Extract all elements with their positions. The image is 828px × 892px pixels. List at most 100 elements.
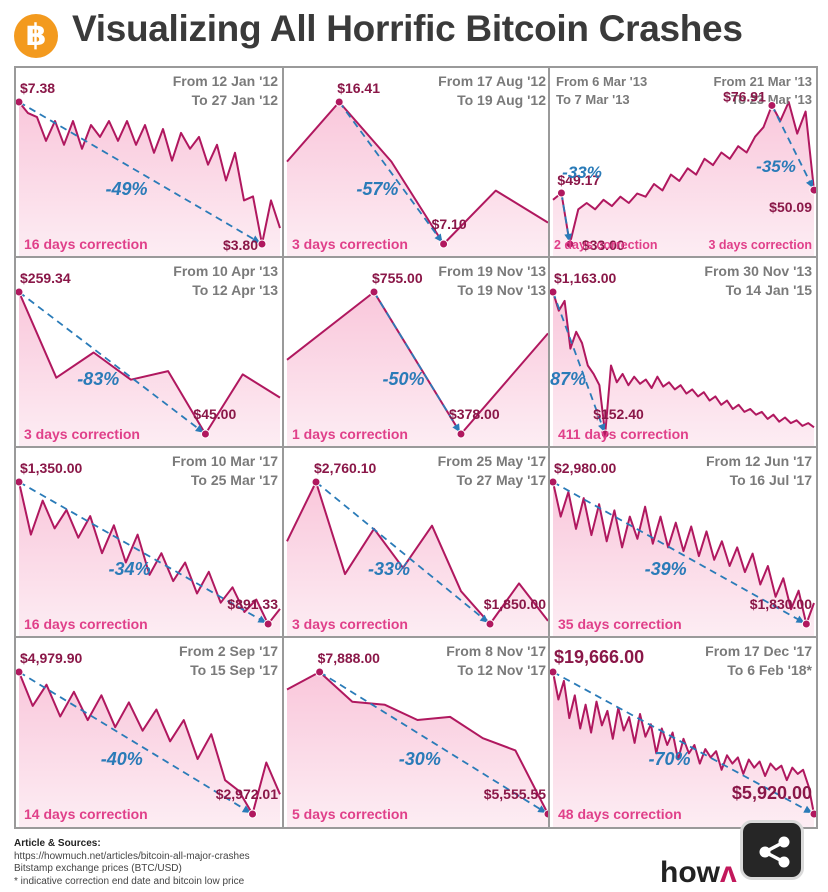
high-point: [767, 100, 777, 110]
low-point: [801, 619, 811, 629]
high-label: $755.00: [372, 270, 423, 286]
date-to: To 15 Sep '17: [190, 662, 278, 678]
crash-chart: From 17 Aug '12 To 19 Aug '12 $16.41 $7.10 -…: [286, 73, 549, 257]
crash-panel: From 2 Sep '17 To 15 Sep '17 $4,979.90 $2,9…: [14, 636, 284, 829]
correction-label: 3 days correction: [292, 616, 408, 632]
high-label: $4,979.90: [20, 650, 82, 666]
share-icon: [759, 836, 790, 868]
crash-chart: From 6 Mar '13 To 7 Mar '13 From 21 Mar '1…: [552, 74, 816, 257]
price-line: [552, 481, 815, 625]
high-point: [16, 97, 24, 107]
brand-logo: howʌ: [660, 856, 737, 890]
crash-chart: From 30 Nov '13 To 14 Jan '15 $1,163.00 $15…: [550, 263, 815, 447]
high-point: [369, 287, 379, 297]
crash-panel: From 12 Jan '12 To 27 Jan '12 $7.38 $3.80 -4…: [14, 66, 284, 259]
low-point: [439, 239, 449, 249]
date-to: To 12 Nov '17: [457, 662, 546, 678]
crash-grid: From 12 Jan '12 To 27 Jan '12 $7.38 $3.80 -4…: [14, 66, 818, 834]
change-label: -30%: [399, 749, 441, 769]
crash-chart: From 17 Dec '17 To 6 Feb '18* $19,666.00 $5…: [550, 643, 816, 827]
crash-panel: From 25 May '17 To 27 May '17 $2,760.10 $1,…: [282, 446, 552, 639]
correction-label: 16 days correction: [24, 236, 148, 252]
high-point: [315, 667, 325, 677]
change-label: -33%: [562, 163, 602, 182]
high-point: [556, 188, 566, 198]
date-to: To 7 Mar '13: [556, 92, 630, 107]
crash-panel: From 17 Dec '17 To 6 Feb '18* $19,666.00 $5…: [548, 636, 818, 829]
drop-arrow: [315, 481, 485, 620]
price-line: [552, 671, 815, 815]
low-label: $5,920.00: [732, 783, 812, 803]
page-title: Visualizing All Horrific Bitcoin Crashes: [72, 8, 743, 49]
date-to: To 16 Jul '17: [730, 472, 813, 488]
crash-panel: From 30 Nov '13 To 14 Jan '15 $1,163.00 $15…: [548, 256, 818, 449]
crash-chart: From 10 Mar '17 To 25 Mar '17 $1,350.00 $89…: [16, 453, 281, 637]
change-label: -39%: [645, 559, 687, 579]
price-area: [287, 102, 548, 257]
footer: Article & Sources: https://howmuch.net/a…: [14, 838, 654, 888]
price-area: [287, 482, 548, 637]
date-from: From 10 Mar '17: [172, 453, 278, 469]
brand-prefix: how: [660, 856, 720, 889]
change-label: -35%: [756, 157, 796, 176]
date-from: From 6 Mar '13: [556, 74, 647, 89]
footer-source-exchange: Bitstamp exchange prices (BTC/USD): [14, 863, 182, 874]
crash-panel: From 6 Mar '13 To 7 Mar '13 From 21 Mar '1…: [548, 66, 818, 259]
drop-arrowhead: [537, 805, 547, 813]
low-label: $1,830.00: [750, 596, 812, 612]
crash-panel: From 8 Nov '17 To 12 Nov '17 $7,888.00 $5,5…: [282, 636, 552, 829]
drop-arrow: [771, 105, 812, 184]
low-label: $1,850.00: [484, 596, 546, 612]
correction-label: 3 days correction: [708, 238, 812, 252]
correction-label: 5 days correction: [292, 806, 408, 822]
change-label: -70%: [648, 749, 690, 769]
change-label: -57%: [356, 179, 398, 199]
bitcoin-logo-icon: ฿: [14, 14, 58, 58]
drop-arrowhead: [257, 615, 267, 624]
high-point: [550, 667, 558, 677]
high-point: [16, 667, 24, 677]
high-label: $1,350.00: [20, 460, 82, 476]
price-line: [18, 291, 281, 435]
low-point: [809, 185, 816, 195]
date-to: To 14 Jan '15: [726, 282, 813, 298]
correction-label: 411 days correction: [558, 426, 689, 442]
low-point: [809, 809, 816, 819]
price-area: [19, 672, 280, 827]
low-label: $50.09: [769, 199, 812, 215]
drop-arrow: [319, 671, 542, 811]
crash-panel: From 17 Aug '12 To 19 Aug '12 $16.41 $7.10 -…: [282, 66, 552, 259]
date-from: From 30 Nov '13: [704, 263, 812, 279]
footer-source-url[interactable]: https://howmuch.net/articles/bitcoin-all…: [14, 850, 250, 862]
crash-chart: From 19 Nov '13 To 19 Nov '13 $755.00 $378.…: [286, 263, 549, 447]
price-area: [553, 292, 814, 447]
high-label: $1,163.00: [554, 270, 616, 286]
date-from: From 17 Aug '12: [438, 73, 546, 89]
footer-note: * indicative correction end date and bit…: [14, 875, 245, 887]
high-label: $2,760.10: [314, 460, 376, 476]
correction-label: 2 days correction: [554, 238, 658, 252]
correction-label: 3 days correction: [24, 426, 140, 442]
crash-chart: From 12 Jan '12 To 27 Jan '12 $7.38 $3.80 -4…: [16, 73, 281, 257]
price-line: [18, 101, 281, 245]
high-label: $19,666.00: [554, 647, 644, 667]
low-point: [565, 239, 575, 249]
share-button[interactable]: [740, 820, 804, 880]
drop-arrow: [338, 101, 440, 239]
date-to-2: To 23 Mar '13: [731, 92, 812, 107]
price-area: [19, 102, 280, 257]
change-label: -83%: [77, 369, 119, 389]
low-label: $33.00: [582, 237, 625, 253]
drop-arrow: [18, 481, 262, 621]
low-point: [600, 429, 610, 439]
price-line: [286, 671, 549, 815]
low-label: $7.10: [432, 216, 467, 232]
crash-panel: From 10 Apr '13 To 12 Apr '13 $259.34 $45.0…: [14, 256, 284, 449]
crash-chart: From 2 Sep '17 To 15 Sep '17 $4,979.90 $2,9…: [16, 643, 281, 827]
crash-chart: From 8 Nov '17 To 12 Nov '17 $7,888.00 $5,5…: [286, 643, 550, 827]
high-point: [16, 287, 24, 297]
low-point: [485, 619, 495, 629]
price-line: [286, 481, 549, 625]
correction-label: 1 days correction: [292, 426, 408, 442]
change-label: -33%: [368, 559, 410, 579]
